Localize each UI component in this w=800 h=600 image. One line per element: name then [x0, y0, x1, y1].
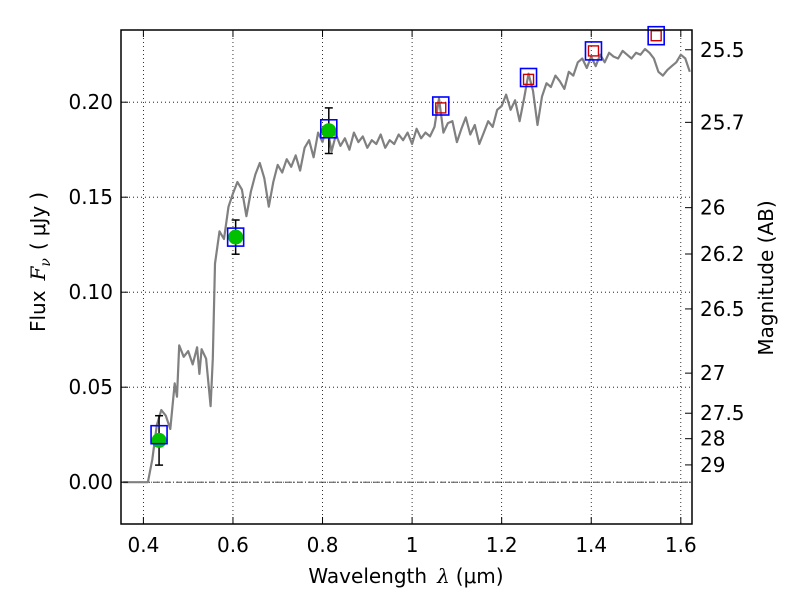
y2-tick-label: 29	[700, 453, 725, 477]
y2-axis-label: Magnitude (AB)	[754, 200, 778, 355]
small-flux-box	[587, 45, 600, 57]
x-axis-label: Wavelength λ (μm)	[308, 564, 503, 588]
x-tick-label: 1.4	[575, 533, 607, 557]
y2-tick-label: 27	[700, 361, 725, 385]
y-axis-label-subscript: ν	[38, 258, 54, 267]
x-tick-label: 0.6	[217, 533, 249, 557]
y2-axis-label-text: Magnitude (AB)	[754, 200, 778, 355]
model-spectrum-line	[123, 47, 691, 484]
y2-tick-label: 25.5	[700, 38, 745, 62]
synthetic-flux-box	[647, 25, 665, 46]
x-axis-label-unit: (μm)	[456, 564, 504, 588]
small-flux-box	[435, 102, 447, 114]
x-axis-label-text: Wavelength	[308, 564, 427, 588]
x-axis-label-symbol: λ	[436, 564, 450, 588]
synthetic-flux-box	[519, 67, 538, 88]
y-tick-label: 0.20	[68, 90, 113, 114]
y-axis-label-unit: μJy	[26, 206, 50, 237]
y-axis-label: FluxFν(μJy)	[26, 192, 54, 332]
y-tick-label: 0.05	[68, 375, 113, 399]
plot-area	[121, 30, 692, 524]
y2-tick-label: 26.2	[700, 242, 745, 266]
observed-flux-point	[228, 229, 244, 245]
y-axis-label-text: Flux	[26, 290, 50, 332]
y2-tick-label: 28	[700, 427, 725, 451]
svg-text:FluxFν(μJy): FluxFν(μJy)	[26, 192, 54, 332]
y2-tick-label: 26	[700, 196, 725, 220]
synthetic-flux-box	[319, 119, 338, 139]
observed-flux-point	[321, 123, 337, 139]
synthetic-flux-box	[150, 424, 168, 445]
series-layer	[123, 25, 691, 484]
synthetic-flux-box	[584, 41, 603, 61]
x-tick-label: 1.6	[665, 533, 697, 557]
x-tick-label: 1	[406, 533, 419, 557]
synthetic-flux-box	[226, 227, 245, 247]
y-tick-label: 0.00	[68, 470, 113, 494]
y-tick-label: 0.10	[68, 280, 113, 304]
y2-tick-label: 26.5	[700, 297, 745, 321]
y-axis-label-symbol: F	[26, 265, 50, 281]
x-tick-label: 0.4	[127, 533, 159, 557]
y-tick-label: 0.15	[68, 185, 113, 209]
observed-flux-point	[151, 432, 167, 448]
small-flux-box	[522, 73, 535, 86]
synthetic-flux-box	[431, 96, 450, 116]
y2-tick-label: 25.7	[700, 110, 745, 134]
x-tick-label: 1.2	[486, 533, 518, 557]
y2-tick-label: 27.5	[700, 401, 745, 425]
plot-frame	[120, 29, 693, 525]
tick-layer: 0.4 0.6 0.8 1 1.2 1.4 1.6 0.00 0.05 0.10 0.15 0.20 2…	[68, 30, 745, 557]
x-tick-label: 0.8	[307, 533, 339, 557]
